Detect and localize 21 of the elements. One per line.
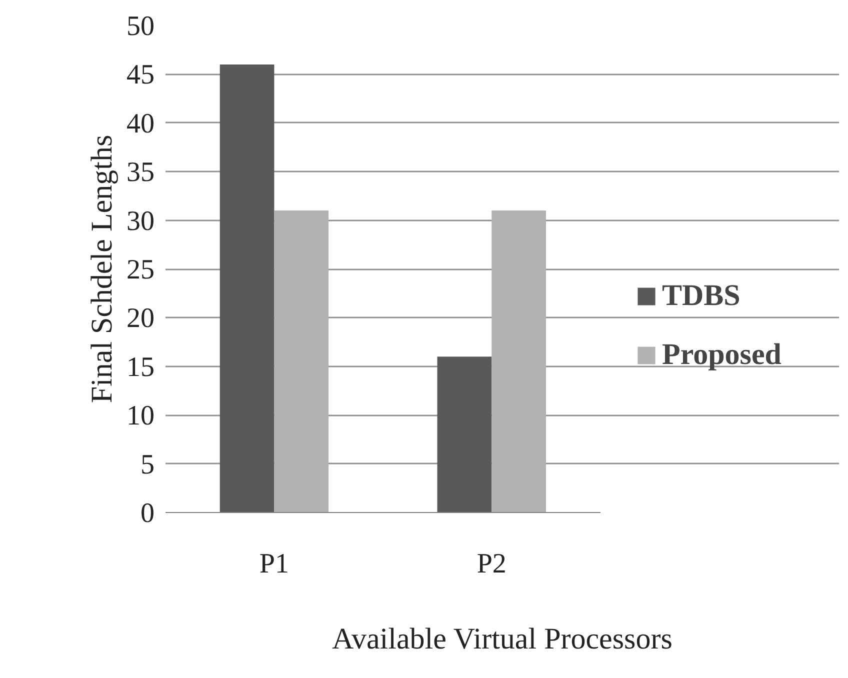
y-tick-label: 25 bbox=[126, 254, 154, 286]
y-tick-label: 50 bbox=[126, 11, 154, 42]
y-tick-label: 35 bbox=[126, 157, 154, 188]
y-tick-label: 40 bbox=[126, 108, 154, 140]
bar bbox=[437, 356, 492, 512]
y-tick-label: 10 bbox=[126, 400, 154, 432]
bar bbox=[220, 64, 274, 512]
y-axis-title: Final Schdele Lengths bbox=[86, 134, 118, 404]
legend-label: TDBS bbox=[662, 279, 740, 313]
y-tick-label: 15 bbox=[126, 352, 154, 383]
y-tick-label: 0 bbox=[140, 498, 154, 529]
x-tick-label: P2 bbox=[476, 548, 506, 580]
y-tick-label: 5 bbox=[140, 449, 154, 480]
y-tick-label: 20 bbox=[126, 303, 154, 334]
x-tick-label: P1 bbox=[259, 548, 289, 580]
x-axis-title: Available Virtual Processors bbox=[332, 622, 672, 656]
bar bbox=[274, 210, 329, 512]
bar bbox=[492, 210, 546, 512]
y-tick-label: 45 bbox=[126, 60, 154, 91]
legend-label: Proposed bbox=[662, 338, 782, 372]
y-tick-label: 30 bbox=[126, 206, 154, 237]
